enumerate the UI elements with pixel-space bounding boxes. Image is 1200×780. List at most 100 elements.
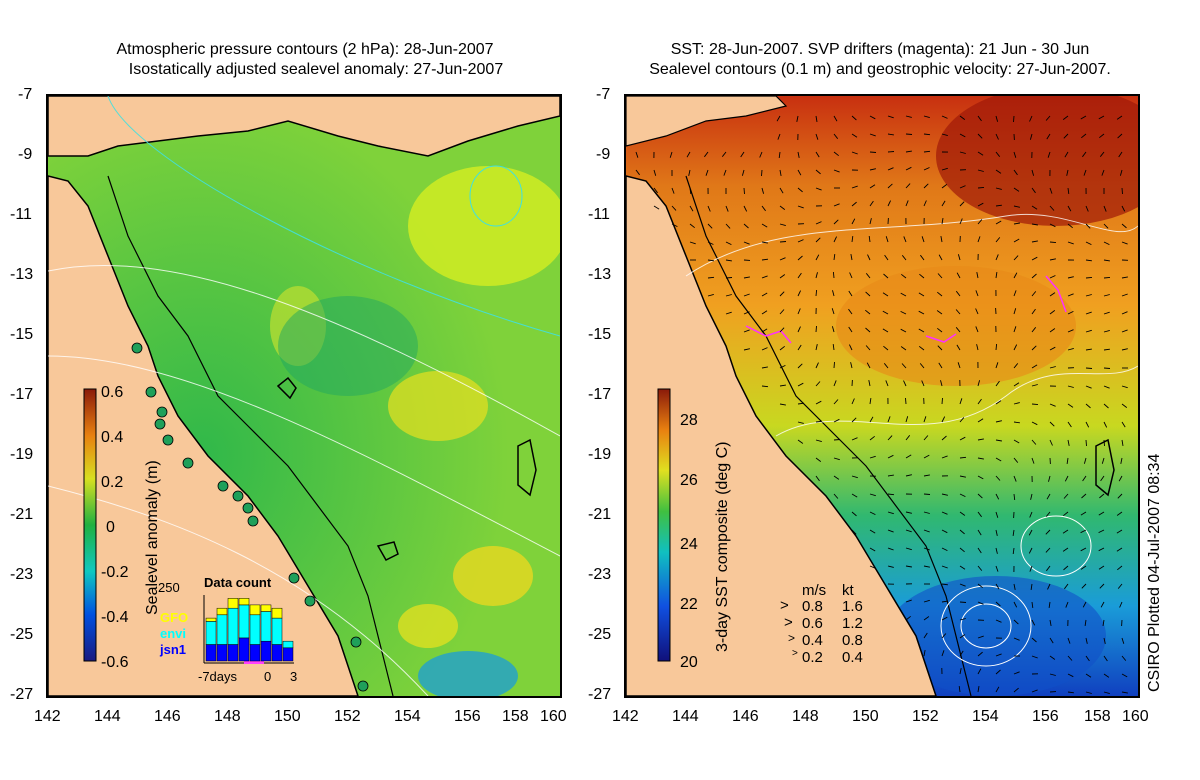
inset-bar-envi — [205, 621, 217, 645]
velocity-arrow-icon: > — [792, 648, 798, 659]
velocity-arrow — [1028, 547, 1033, 554]
velocity-arrow — [1066, 169, 1069, 176]
velocity-arrow — [761, 385, 769, 388]
inset-bar-jsn1 — [227, 644, 239, 662]
velocity-arrow — [1116, 511, 1123, 516]
velocity-arrow — [1103, 259, 1110, 262]
velocity-arrow — [977, 457, 984, 460]
sst-tick: 22 — [680, 596, 698, 613]
velocity-arrow — [975, 308, 979, 315]
velocity-arrow — [1085, 276, 1093, 279]
velocity-arrow — [761, 275, 768, 279]
velocity-arrow — [1031, 439, 1037, 445]
velocity-arrow — [831, 308, 835, 315]
velocity-arrow — [1013, 601, 1018, 608]
velocity-arrow — [995, 547, 998, 554]
right-map-canvas — [626, 96, 1138, 696]
velocity-arrow — [689, 223, 695, 229]
velocity-arrow — [1031, 187, 1036, 194]
velocity-arrow — [797, 239, 804, 243]
velocity-arrow — [941, 184, 948, 189]
velocity-arrow — [959, 185, 966, 189]
lon-tick: 154 — [972, 708, 999, 725]
velocity-arrow — [867, 254, 871, 261]
velocity-arrow — [995, 362, 999, 369]
sealevel-contour — [685, 214, 1138, 277]
velocity-arrow — [705, 169, 709, 176]
tide-gauges — [131, 342, 369, 692]
velocity-arrow — [851, 398, 855, 405]
pressure-contour — [107, 96, 560, 337]
velocity-arrow — [901, 255, 907, 261]
velocity-arrow — [833, 439, 841, 441]
velocity-arrow — [1120, 457, 1123, 464]
velocity-ms: 0.6 — [802, 615, 823, 632]
velocity-arrow — [1049, 403, 1056, 407]
velocity-arrow — [869, 200, 874, 207]
velocity-arrow — [1028, 529, 1033, 536]
velocity-arrow — [941, 115, 948, 119]
velocity-arrow — [1049, 346, 1056, 351]
lat-tick: -15 — [588, 326, 612, 343]
velocity-arrow — [883, 363, 889, 369]
velocity-arrow — [1085, 205, 1089, 212]
velocity-arrow — [869, 416, 874, 423]
velocity-arrow — [671, 223, 678, 228]
velocity-arrow — [1047, 151, 1051, 158]
velocity-kt: 1.2 — [842, 615, 863, 632]
velocity-arrow — [977, 418, 984, 423]
velocity-arrow — [905, 565, 912, 568]
velocity-arrow — [1013, 255, 1019, 261]
sla-high-patch — [388, 371, 488, 441]
velocity-arrow — [1103, 276, 1111, 279]
velocity-arrow — [905, 397, 907, 405]
velocity-arrow — [959, 601, 967, 603]
velocity-arrow — [851, 493, 858, 498]
inset-x-end: 3 — [290, 669, 298, 684]
inset-bar-gfo — [260, 604, 272, 612]
velocity-arrow — [1103, 637, 1106, 644]
velocity-arrow — [977, 668, 982, 675]
data-count-inset: 250 Data count GFO envi jsn1 -7days 0 3 — [150, 575, 310, 685]
velocity-arrow — [1031, 403, 1039, 406]
velocity-arrow — [869, 511, 876, 516]
velocity-arrow — [851, 115, 857, 121]
velocity-arrow — [707, 293, 714, 297]
velocity-arrow — [905, 133, 913, 135]
velocity-arrow — [815, 400, 822, 405]
velocity-arrow — [941, 397, 943, 405]
velocity-arrow — [1121, 691, 1128, 694]
velocity-arrow — [1121, 223, 1127, 229]
velocity-arrow — [1102, 619, 1105, 626]
velocity-arrow — [1121, 276, 1128, 279]
velocity-arrow — [833, 219, 839, 225]
velocity-arrow — [995, 237, 1001, 243]
velocity-arrow — [1116, 115, 1123, 120]
velocity-arrow — [1049, 205, 1055, 211]
lon-tick: 160 — [540, 708, 567, 725]
velocity-arrow — [815, 133, 819, 140]
velocity-arrow — [941, 133, 948, 137]
velocity-arrow — [779, 169, 782, 176]
velocity-arrow — [743, 205, 748, 212]
velocity-arrow — [797, 255, 803, 261]
right-title-line1: SST: 28-Jun-2007. SVP drifters (magenta)… — [670, 41, 1090, 58]
velocity-arrow — [977, 601, 984, 605]
velocity-arrow — [977, 438, 984, 441]
lat-tick: -21 — [10, 506, 34, 523]
velocity-arrow — [1013, 326, 1017, 333]
velocity-arrow — [1067, 310, 1074, 315]
velocity-arrow — [903, 380, 907, 387]
right-title: SST: 28-Jun-2007. SVP drifters (magenta)… — [600, 40, 1160, 80]
velocity-arrow — [1067, 691, 1074, 694]
velocity-arrow — [1013, 169, 1018, 176]
lon-tick: 146 — [154, 708, 181, 725]
lon-tick: 156 — [1032, 708, 1059, 725]
inset-legend-jsn1: jsn1 — [160, 642, 187, 657]
velocity-arrow — [977, 635, 984, 639]
velocity-arrow — [833, 361, 835, 369]
velocity-arrow — [815, 457, 822, 462]
velocity-ms: 0.4 — [802, 632, 823, 649]
velocity-arrow — [995, 475, 1001, 481]
velocity-arrow — [851, 185, 858, 189]
